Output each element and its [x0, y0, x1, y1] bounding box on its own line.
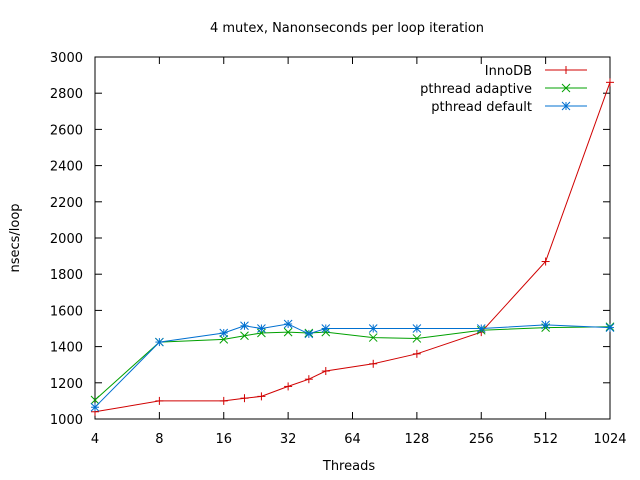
series-layer — [90, 78, 615, 416]
plot-frame — [94, 56, 611, 420]
data-point — [257, 392, 266, 401]
series-pthread-adaptive — [90, 322, 615, 405]
legend-item: pthread default — [431, 100, 587, 115]
x-tick-label: 256 — [469, 432, 494, 447]
y-tick-label: 1400 — [50, 341, 83, 356]
legend-label: pthread adaptive — [420, 82, 532, 97]
data-point — [257, 328, 266, 338]
x-tick-label: 512 — [533, 432, 558, 447]
legend-marker — [561, 83, 571, 93]
y-tick-label: 2800 — [50, 87, 83, 102]
data-point — [541, 320, 550, 330]
y-tick-label: 2200 — [50, 196, 83, 211]
data-point — [321, 324, 331, 333]
data-point — [304, 329, 314, 339]
x-axis-label: Threads — [322, 459, 375, 474]
chart-title: 4 mutex, Nanonseconds per loop iteration — [210, 21, 484, 36]
data-point — [321, 367, 330, 376]
series-innodb — [91, 78, 614, 416]
y-tick-label: 3000 — [50, 51, 83, 66]
y-tick-label: 2000 — [50, 232, 83, 247]
data-point — [240, 331, 249, 341]
y-axis: 1000 1200 1400 1600 1800 2000 2200 2400 2600 2800… — [50, 51, 610, 428]
y-tick-label: 1800 — [50, 268, 83, 283]
data-point — [412, 334, 422, 343]
legend-marker — [561, 101, 571, 111]
x-tick-label: 64 — [344, 432, 361, 447]
data-point — [240, 321, 249, 331]
legend-marker — [562, 66, 570, 74]
x-tick-label: 32 — [280, 432, 297, 447]
data-point — [606, 78, 614, 87]
x-axis: 4 8 16 32 64 128 256 512 1024 — [91, 57, 627, 447]
data-point — [283, 319, 293, 329]
x-tick-label: 8 — [155, 432, 163, 447]
data-point — [541, 257, 550, 266]
data-point — [90, 402, 100, 412]
data-point — [369, 359, 378, 368]
legend: InnoDB pthread adaptive pthread default — [420, 64, 587, 115]
legend-item: pthread adaptive — [420, 82, 587, 97]
data-point — [284, 382, 293, 391]
y-tick-label: 1600 — [50, 304, 83, 319]
data-point — [412, 349, 421, 358]
data-point — [605, 323, 615, 332]
y-axis-label: nsecs/loop — [8, 203, 23, 272]
data-point — [412, 324, 422, 333]
data-point — [257, 324, 266, 333]
y-tick-label: 1200 — [50, 377, 83, 392]
y-tick-label: 2600 — [50, 123, 83, 138]
data-point — [368, 333, 378, 342]
x-tick-label: 1024 — [593, 432, 626, 447]
data-point — [219, 396, 228, 405]
x-tick-label: 4 — [91, 432, 99, 447]
series-line — [94, 82, 611, 413]
data-point — [219, 328, 229, 338]
y-tick-label: 1000 — [50, 413, 83, 428]
data-point — [304, 375, 313, 384]
x-tick-label: 128 — [404, 432, 429, 447]
series-pthread-default — [90, 319, 615, 412]
data-point — [476, 324, 486, 333]
data-point — [219, 335, 229, 344]
y-tick-label: 2400 — [50, 160, 83, 175]
legend-label: InnoDB — [485, 64, 532, 79]
legend-label: pthread default — [431, 100, 532, 115]
data-point — [368, 324, 378, 333]
series-line — [94, 326, 611, 401]
legend-item: InnoDB — [485, 64, 587, 79]
data-point — [283, 327, 293, 337]
series-line — [94, 323, 611, 408]
data-point — [155, 396, 164, 405]
data-point — [240, 394, 249, 403]
data-point — [90, 395, 100, 405]
data-point — [155, 337, 164, 347]
x-tick-label: 16 — [215, 432, 232, 447]
